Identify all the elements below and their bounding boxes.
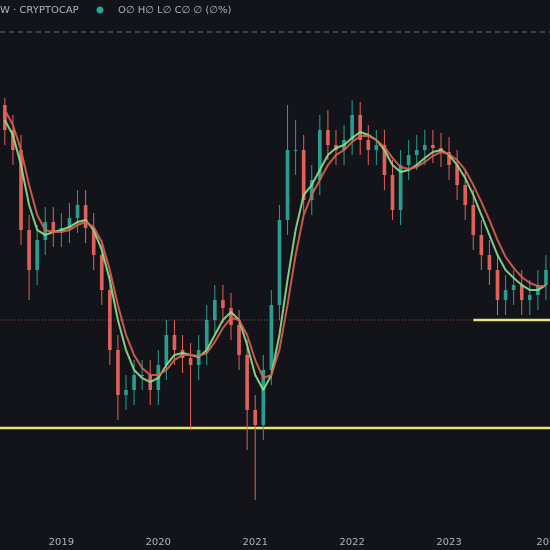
candle-body: [253, 410, 258, 425]
ohlc-legend: O∅ H∅ L∅ C∅ ∅ (∅%): [118, 5, 232, 16]
candle-body: [261, 370, 266, 425]
x-tick-label: 2020: [146, 537, 171, 548]
candle-body: [431, 145, 435, 148]
candle-body: [479, 235, 484, 255]
candle-body: [204, 320, 209, 350]
candle-body: [422, 145, 427, 150]
candle-body: [11, 130, 15, 150]
candle-body: [132, 375, 136, 390]
candle-body: [366, 140, 371, 150]
candle-body: [19, 150, 23, 230]
candle-body: [350, 115, 354, 140]
candle-body: [527, 295, 532, 300]
x-tick-label: 2021: [242, 537, 267, 548]
ma-line: [3, 119, 547, 391]
candle-body: [108, 290, 112, 350]
symbol-title: W · CRYPTOCAP: [0, 5, 79, 16]
candle-body: [124, 390, 128, 395]
candle-body: [326, 130, 330, 145]
candle-body: [414, 150, 419, 155]
candle-body: [511, 285, 516, 290]
plot: [0, 98, 550, 500]
candle-body: [91, 228, 96, 255]
candle-body: [463, 185, 468, 205]
candle-body: [140, 375, 144, 376]
x-tick-label: 2022: [339, 537, 364, 548]
candle-body: [398, 165, 403, 210]
candle-body: [406, 155, 411, 165]
candle-body: [188, 358, 193, 365]
candle-body: [172, 335, 177, 350]
x-tick-label: 202: [536, 537, 550, 548]
candle-body: [67, 218, 72, 228]
candle-body: [285, 150, 290, 220]
candle-body: [447, 152, 451, 165]
candle-body: [455, 165, 459, 185]
ma-line: [3, 109, 546, 379]
candle-body: [3, 105, 7, 130]
candle-body: [27, 230, 31, 270]
candle-body: [213, 300, 217, 320]
candle-body: [318, 130, 322, 180]
candle-body: [245, 355, 249, 410]
candle-body: [51, 222, 56, 232]
candle-body: [75, 205, 80, 218]
candle-body: [83, 205, 88, 228]
candle-body: [382, 145, 387, 175]
candle-body: [503, 290, 508, 300]
x-tick-label: 2023: [436, 537, 461, 548]
candle-body: [519, 285, 524, 300]
candle-body: [358, 115, 363, 140]
candle-body: [229, 308, 233, 325]
candle-body: [99, 255, 104, 290]
candle-body: [487, 255, 492, 270]
candle-body: [269, 305, 274, 370]
candle-body: [301, 150, 306, 200]
candle-body: [293, 150, 298, 151]
candle-body: [35, 240, 39, 270]
x-tick-label: 2019: [49, 537, 74, 548]
candle-body: [544, 270, 548, 285]
candle-body: [374, 145, 379, 150]
candle-body: [390, 175, 395, 210]
candle-body: [495, 270, 500, 300]
candle-body: [164, 335, 169, 365]
candle-body: [237, 325, 241, 355]
status-dot: [96, 6, 104, 14]
candle-body: [221, 300, 225, 308]
candle-body: [277, 220, 282, 305]
candle-body: [116, 350, 120, 395]
candle-body: [471, 205, 476, 235]
candle-body: [309, 180, 314, 200]
